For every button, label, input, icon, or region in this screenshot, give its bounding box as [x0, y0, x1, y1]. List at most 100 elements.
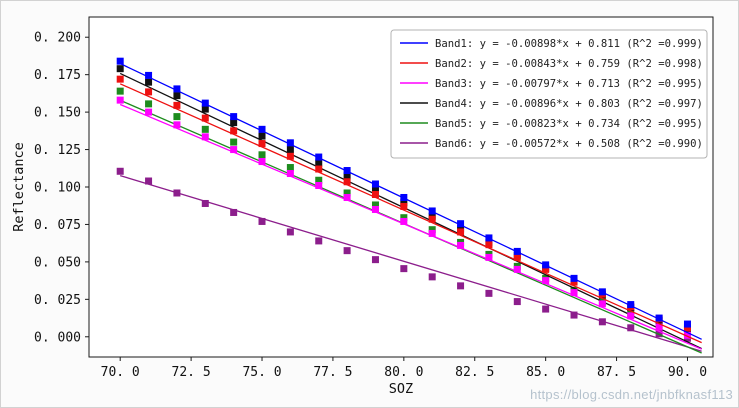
- legend-label-band2: Band2: y = -0.00843*x + 0.759 (R^2 =0.99…: [435, 58, 703, 70]
- x-tick-label: 72. 5: [172, 365, 211, 380]
- marker-band1: [457, 220, 465, 228]
- marker-band4: [258, 132, 266, 140]
- y-tick-label: 0. 175: [34, 68, 81, 83]
- marker-band6: [570, 311, 578, 319]
- legend: Band1: y = -0.00898*x + 0.811 (R^2 =0.99…: [390, 29, 708, 159]
- y-axis: 0. 000 0. 025 0. 050 0. 075 0. 100 0. 125 0. 1…: [34, 31, 89, 345]
- marker-band6: [428, 273, 436, 281]
- legend-label-band1: Band1: y = -0.00898*x + 0.811 (R^2 =0.99…: [435, 38, 703, 50]
- x-tick-label: 85. 0: [526, 365, 565, 380]
- marker-band5: [201, 125, 209, 133]
- marker-band1: [542, 261, 550, 269]
- marker-band6: [542, 305, 550, 313]
- marker-band5: [145, 100, 153, 108]
- marker-band3: [513, 265, 521, 273]
- marker-band1: [513, 247, 521, 255]
- y-tick-label: 0. 050: [34, 255, 81, 270]
- x-axis: 70. 0 72. 5 75. 0 77. 5 80. 0 82. 5 85. 0 87. 5…: [101, 357, 707, 380]
- y-tick-label: 0. 200: [34, 31, 81, 46]
- marker-band5: [173, 113, 181, 121]
- marker-band1: [371, 180, 379, 188]
- marker-band3: [655, 323, 663, 331]
- legend-label-band4: Band4: y = -0.00896*x + 0.803 (R^2 =0.99…: [435, 98, 703, 110]
- marker-band2: [683, 324, 691, 332]
- x-tick-label: 82. 5: [455, 365, 494, 380]
- marker-band1: [201, 99, 209, 107]
- marker-band6: [173, 189, 181, 197]
- legend-label-band3: Band3: y = -0.00797*x + 0.713 (R^2 =0.99…: [435, 78, 703, 90]
- marker-band6: [315, 237, 323, 245]
- marker-band6: [258, 217, 266, 225]
- legend-box: [390, 29, 708, 159]
- marker-band4: [371, 185, 379, 193]
- y-tick-label: 0. 025: [34, 293, 81, 308]
- marker-band3: [570, 289, 578, 297]
- y-axis-label: Reflectance: [11, 142, 27, 231]
- y-tick-label: 0. 150: [34, 106, 81, 121]
- x-tick-label: 70. 0: [101, 365, 140, 380]
- series-band3: [116, 96, 702, 350]
- x-tick-label: 75. 0: [242, 365, 281, 380]
- marker-band2: [371, 190, 379, 198]
- marker-band5: [230, 138, 238, 146]
- marker-band4: [116, 65, 124, 73]
- marker-band6: [343, 247, 351, 255]
- marker-band6: [457, 282, 465, 290]
- marker-band6: [201, 199, 209, 207]
- x-axis-label: SOZ: [389, 381, 413, 397]
- marker-band1: [258, 125, 266, 133]
- marker-band2: [570, 278, 578, 286]
- marker-band2: [428, 215, 436, 223]
- marker-band1: [315, 153, 323, 161]
- marker-band4: [145, 78, 153, 86]
- marker-band3: [116, 96, 124, 104]
- marker-band3: [542, 277, 550, 285]
- fit-line-band3: [119, 103, 702, 350]
- marker-band1: [627, 301, 635, 309]
- marker-band1: [286, 139, 294, 147]
- legend-label-band6: Band6: y = -0.00572*x + 0.508 (R^2 =0.99…: [435, 138, 703, 150]
- x-tick-label: 77. 5: [313, 365, 352, 380]
- marker-band3: [457, 241, 465, 249]
- marker-band2: [513, 253, 521, 261]
- marker-band2: [258, 140, 266, 148]
- marker-band6: [485, 289, 493, 297]
- marker-band3: [286, 170, 294, 178]
- legend-label-band5: Band5: y = -0.00823*x + 0.734 (R^2 =0.99…: [435, 118, 703, 130]
- marker-band1: [485, 234, 493, 242]
- x-tick-label: 80. 0: [384, 365, 423, 380]
- marker-band4: [286, 146, 294, 154]
- marker-band1: [570, 274, 578, 282]
- marker-band6: [116, 167, 124, 175]
- marker-band2: [542, 265, 550, 273]
- marker-band1: [400, 193, 408, 201]
- marker-band6: [627, 324, 635, 332]
- marker-band4: [343, 172, 351, 180]
- marker-band2: [201, 114, 209, 122]
- marker-band2: [173, 101, 181, 109]
- marker-band5: [400, 214, 408, 222]
- marker-band2: [485, 241, 493, 249]
- marker-band3: [683, 331, 691, 339]
- marker-band3: [173, 121, 181, 129]
- marker-band2: [343, 178, 351, 186]
- marker-band3: [598, 300, 606, 308]
- marker-band3: [230, 146, 238, 154]
- marker-band3: [315, 182, 323, 190]
- marker-band5: [258, 151, 266, 159]
- marker-band4: [400, 199, 408, 207]
- x-tick-label: 87. 5: [597, 365, 636, 380]
- x-tick-label: 90. 0: [668, 365, 707, 380]
- marker-band3: [371, 205, 379, 213]
- marker-band5: [116, 87, 124, 95]
- marker-band2: [116, 75, 124, 83]
- y-tick-label: 0. 075: [34, 218, 81, 233]
- marker-band2: [315, 165, 323, 173]
- marker-band3: [343, 193, 351, 201]
- marker-band5: [343, 189, 351, 197]
- marker-band1: [173, 85, 181, 93]
- marker-band1: [230, 113, 238, 121]
- marker-band6: [230, 208, 238, 216]
- marker-band1: [598, 288, 606, 296]
